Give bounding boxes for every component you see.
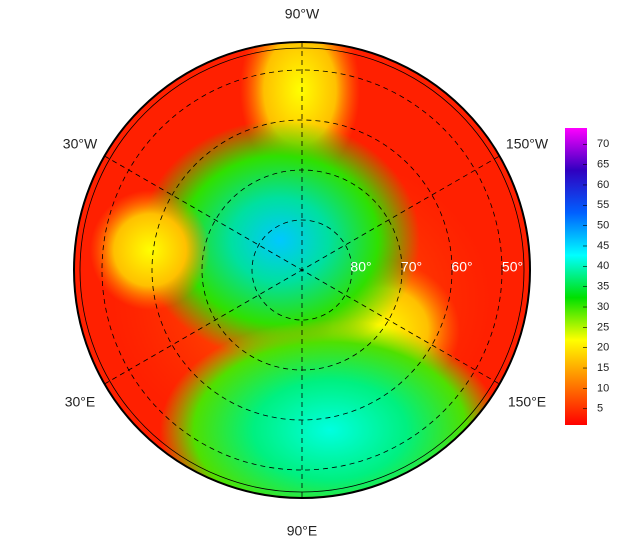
colorbar-tick-label: 20 [597, 342, 609, 354]
latitude-label: 70° [401, 259, 422, 275]
colorbar-tick-label: 65 [597, 159, 609, 171]
map-inner-border [79, 47, 525, 493]
colorbar-tick-label: 40 [597, 260, 609, 272]
colorbar-tick-label: 10 [597, 382, 609, 394]
colorbar-tick-label: 55 [597, 199, 609, 211]
latitude-label: 80° [350, 259, 371, 275]
colorbar [565, 128, 587, 425]
longitude-label: 30°W [63, 136, 98, 152]
latitude-label: 50° [502, 259, 523, 275]
colorbar-tick-label: 70 [597, 138, 609, 150]
longitude-label: 90°E [287, 523, 318, 539]
colorbar-tick-label: 45 [597, 240, 609, 252]
graticule [101, 42, 503, 498]
longitude-label: 150°E [508, 394, 546, 410]
colorbar-tick-label: 50 [597, 220, 609, 232]
colorbar-tick-label: 30 [597, 301, 609, 313]
colorbar-tick-label: 15 [597, 362, 609, 374]
colorbar-tick-label: 60 [597, 179, 609, 191]
longitude-label: 150°W [506, 136, 549, 152]
colorbar-tick-label: 5 [597, 403, 603, 415]
colorbar-tick-label: 35 [597, 281, 609, 293]
longitude-label: 90°W [285, 6, 320, 22]
map-border [73, 41, 531, 499]
colorbar-tick-label: 25 [597, 321, 609, 333]
longitude-label: 30°E [65, 394, 96, 410]
latitude-label: 60° [451, 259, 472, 275]
